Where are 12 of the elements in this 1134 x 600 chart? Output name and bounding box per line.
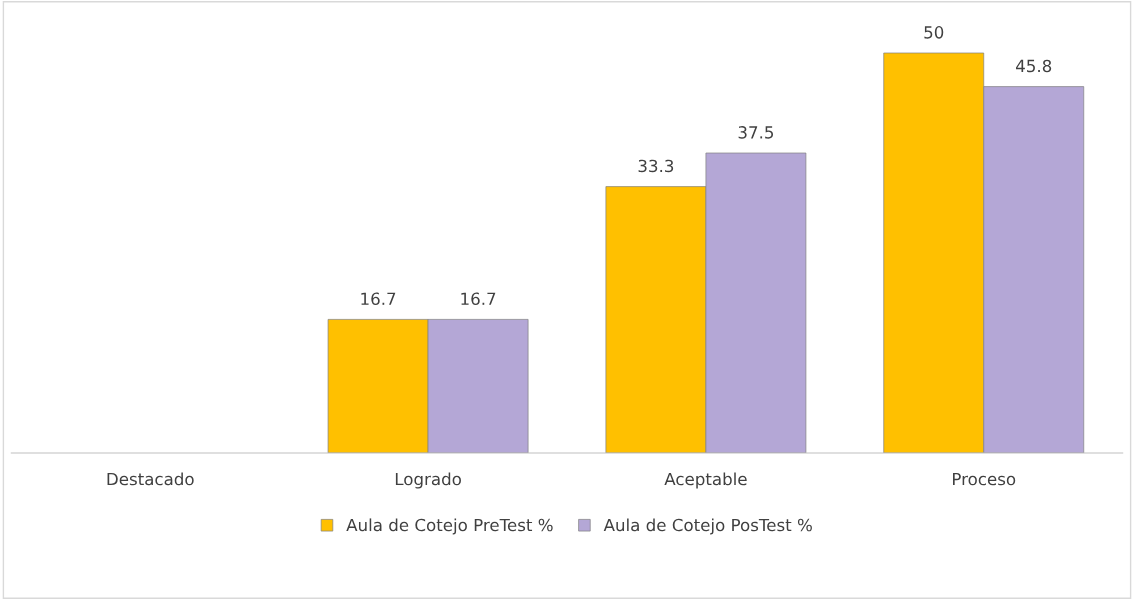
- data-label: 50: [924, 26, 944, 39]
- x-tick-label: Destacado: [107, 472, 194, 486]
- x-tick-label: Proceso: [953, 472, 1016, 486]
- data-label: 45.8: [1016, 59, 1052, 73]
- data-label: 33.3: [638, 159, 674, 173]
- data-label: 37.5: [738, 126, 774, 139]
- data-label: 16.7: [361, 292, 396, 306]
- x-tick-label: Logrado: [395, 472, 461, 489]
- data-label: 16.7: [461, 292, 496, 306]
- legend-label: Aula de Cotejo PreTest %: [346, 518, 553, 535]
- legend-label: Aula de Cotejo PosTest %: [603, 518, 812, 535]
- x-tick-label: Aceptable: [664, 472, 747, 489]
